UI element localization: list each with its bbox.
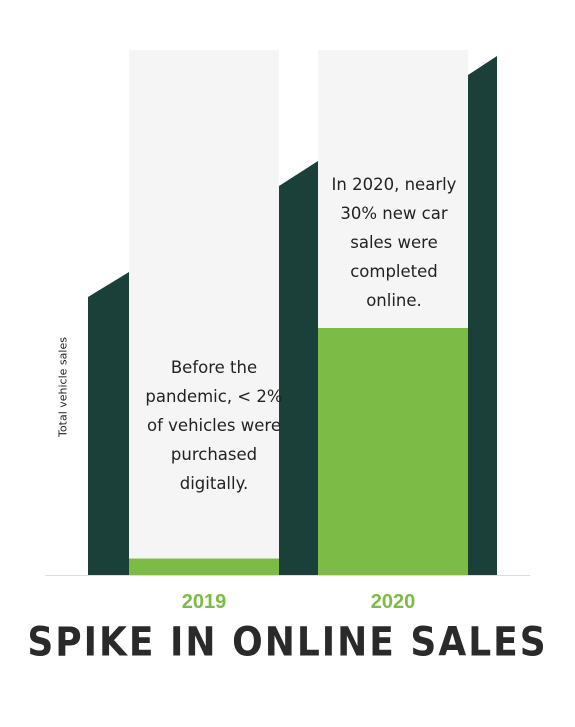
total-sales-column-2 — [279, 161, 318, 575]
online-sales-bar-2019 — [129, 558, 279, 575]
x-tick-label-2019: 2019 — [182, 591, 227, 613]
chart-title: SPIKE IN ONLINE SALES — [27, 619, 548, 666]
total-sales-column-1 — [88, 272, 129, 575]
y-axis-label: Total vehicle sales — [56, 337, 70, 437]
total-sales-column-3 — [468, 56, 497, 575]
annotation-2020: In 2020, nearly 30% new car sales were c… — [331, 175, 457, 310]
x-tick-label-2020: 2020 — [371, 591, 416, 613]
panel-2019 — [129, 50, 279, 575]
annotation-2019: Before the pandemic, < 2% of vehicles we… — [145, 358, 283, 493]
online-sales-bar-2020 — [318, 328, 468, 575]
